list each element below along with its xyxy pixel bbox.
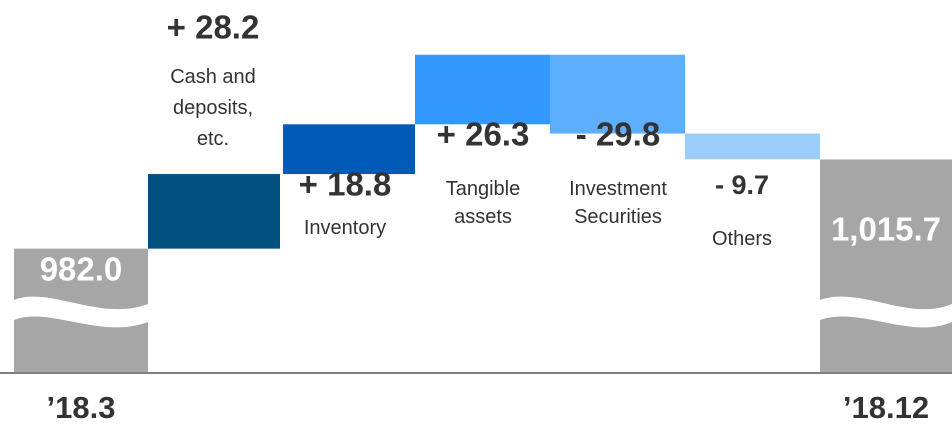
category-label: ’18.12	[843, 390, 929, 425]
category-label: Cash and deposits, etc.	[170, 66, 256, 150]
value-label: 982.0	[40, 251, 123, 288]
axis-break	[14, 296, 148, 328]
category-label: Others	[712, 228, 772, 250]
bar	[415, 54, 550, 125]
value-label: 1,015.7	[831, 211, 941, 248]
bars	[14, 54, 952, 373]
axis-break	[820, 296, 952, 328]
category-label: Inventory	[304, 217, 386, 239]
value-label: - 29.8	[576, 116, 660, 153]
value-label: + 26.3	[437, 116, 530, 153]
bar	[550, 54, 685, 134]
category-label: Tangible assets	[446, 178, 521, 228]
bar	[820, 159, 952, 373]
value-label: + 28.2	[167, 9, 260, 46]
bar	[148, 174, 280, 249]
bar	[685, 133, 820, 160]
value-label: + 18.8	[299, 166, 392, 203]
category-label: ’18.3	[47, 390, 116, 425]
category-label: Investment Securities	[569, 178, 667, 228]
value-label: - 9.7	[715, 170, 769, 200]
bar	[283, 124, 415, 175]
